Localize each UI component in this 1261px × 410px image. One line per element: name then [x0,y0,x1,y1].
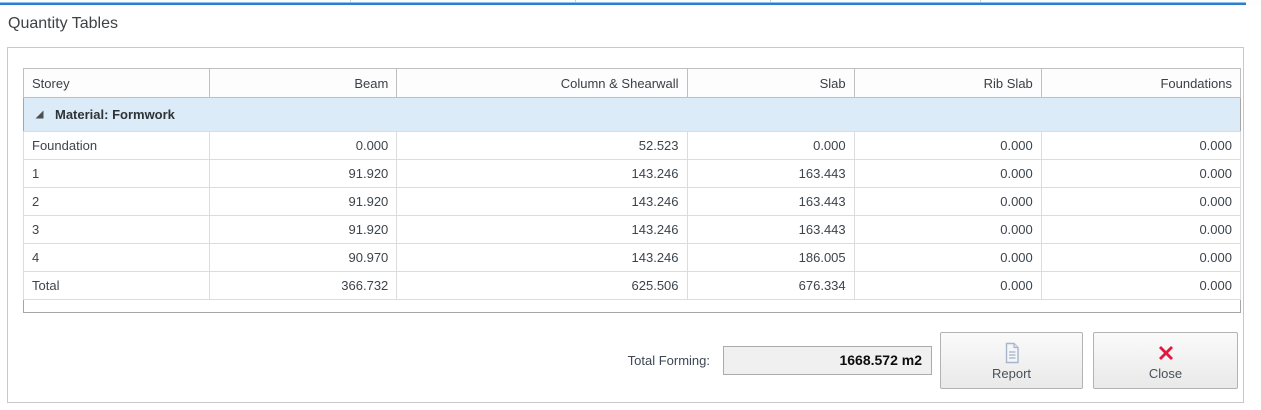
cell-foundations: 0.000 [1040,271,1242,300]
group-row-cell: Material: Formwork [23,97,1241,132]
close-button[interactable]: Close [1093,332,1238,389]
cell-storey: 4 [22,243,211,272]
ribbon-bottom-strip [0,0,1261,6]
toolbar-separator-tick [575,0,576,2]
column-header-rib-slab[interactable]: Rib Slab [853,68,1042,98]
toolbar-separator-tick [350,0,351,2]
triangle-expanded-icon[interactable] [34,109,45,120]
table-row-total[interactable]: Total 366.732 625.506 676.334 0.000 0.00… [22,271,1242,300]
cell-beam: 0.000 [209,131,398,160]
cell-slab: 0.000 [686,131,855,160]
cell-foundations: 0.000 [1040,243,1242,272]
column-header-beam[interactable]: Beam [209,68,398,98]
group-row-material-formwork[interactable]: Material: Formwork [23,97,1241,132]
table-row[interactable]: Foundation 0.000 52.523 0.000 0.000 0.00… [22,131,1242,160]
cell-slab: 676.334 [686,271,855,300]
cell-foundations: 0.000 [1040,159,1242,188]
report-button[interactable]: Report [940,332,1083,389]
total-forming-value: 1668.572 m2 [723,346,932,375]
page-title: Quantity Tables [8,15,118,32]
cell-rib-slab: 0.000 [853,271,1042,300]
cell-storey: 3 [22,215,211,244]
quantity-grid: Storey Beam Column & Shearwall Slab Rib … [22,68,1242,313]
column-header-foundations[interactable]: Foundations [1040,68,1242,98]
toolbar-separator-tick [770,0,771,2]
document-page-icon [1002,341,1022,365]
cell-beam: 91.920 [209,159,398,188]
column-header-column-shearwall[interactable]: Column & Shearwall [396,68,688,98]
cell-column-shearwall: 143.246 [396,215,688,244]
cell-column-shearwall: 143.246 [396,187,688,216]
cell-beam: 91.920 [209,215,398,244]
cell-beam: 366.732 [209,271,398,300]
cell-foundations: 0.000 [1040,187,1242,216]
red-x-icon [1156,341,1176,365]
cell-storey: 2 [22,187,211,216]
cell-rib-slab: 0.000 [853,215,1042,244]
cell-column-shearwall: 52.523 [396,131,688,160]
cell-beam: 90.970 [209,243,398,272]
cell-slab: 163.443 [686,159,855,188]
cell-beam: 91.920 [209,187,398,216]
grid-header-row: Storey Beam Column & Shearwall Slab Rib … [22,68,1242,98]
cell-column-shearwall: 143.246 [396,243,688,272]
close-button-label: Close [1148,365,1183,381]
grid-empty-area [23,299,1241,313]
cell-column-shearwall: 143.246 [396,159,688,188]
cell-rib-slab: 0.000 [853,159,1042,188]
table-row[interactable]: 3 91.920 143.246 163.443 0.000 0.000 [22,215,1242,244]
cell-foundations: 0.000 [1040,131,1242,160]
cell-storey: Total [22,271,211,300]
cell-column-shearwall: 625.506 [396,271,688,300]
cell-slab: 163.443 [686,215,855,244]
column-header-storey[interactable]: Storey [22,68,211,98]
total-forming-label: Total Forming: [627,353,710,368]
table-row[interactable]: 2 91.920 143.246 163.443 0.000 0.000 [22,187,1242,216]
table-row[interactable]: 1 91.920 143.246 163.443 0.000 0.000 [22,159,1242,188]
cell-foundations: 0.000 [1040,215,1242,244]
cell-slab: 163.443 [686,187,855,216]
cell-slab: 186.005 [686,243,855,272]
cell-rib-slab: 0.000 [853,187,1042,216]
accent-divider-line [0,2,1246,5]
cell-storey: 1 [22,159,211,188]
cell-rib-slab: 0.000 [853,131,1042,160]
cell-rib-slab: 0.000 [853,243,1042,272]
table-row[interactable]: 4 90.970 143.246 186.005 0.000 0.000 [22,243,1242,272]
toolbar-separator-tick [980,0,981,2]
cell-storey: Foundation [22,131,211,160]
report-button-label: Report [991,365,1032,381]
group-row-label: Material: Formwork [55,107,175,122]
column-header-slab[interactable]: Slab [686,68,855,98]
